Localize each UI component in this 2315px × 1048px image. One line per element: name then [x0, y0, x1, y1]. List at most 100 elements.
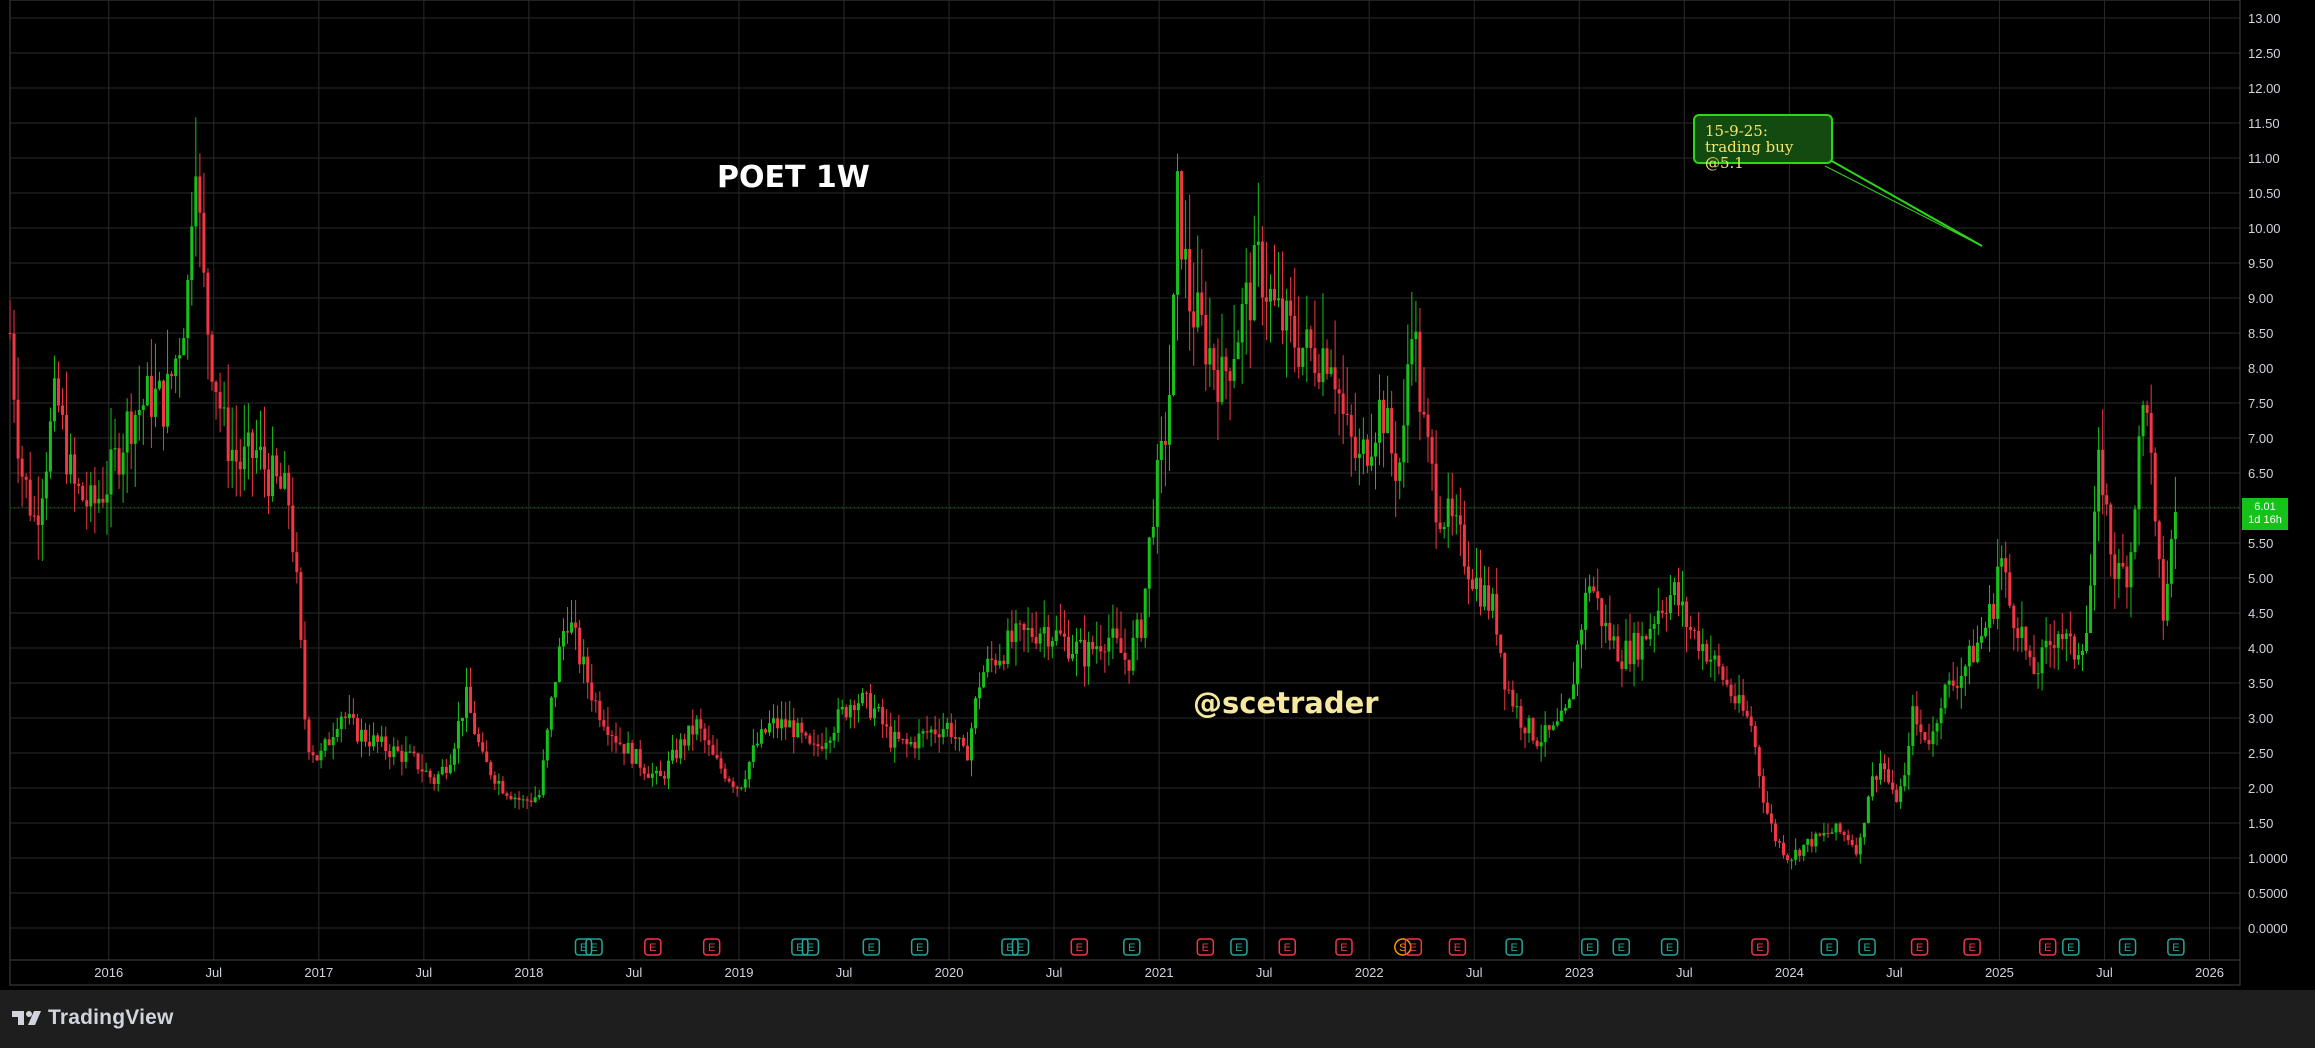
candle-body — [1975, 642, 1979, 663]
candle-body — [691, 725, 695, 735]
candle-body — [1184, 248, 1188, 260]
candle-body — [307, 719, 311, 753]
candle-body — [1685, 601, 1689, 628]
candle-body — [2060, 634, 2064, 639]
event-marker-earnings — [910, 938, 929, 956]
candle-body — [723, 768, 727, 779]
y-tick-label: 5.00 — [2248, 571, 2273, 586]
candle-body — [113, 448, 117, 450]
candle-body — [707, 740, 711, 745]
candle-body — [1458, 515, 1462, 525]
candle-body — [331, 736, 335, 746]
candle-body — [1357, 453, 1361, 458]
candle-body — [24, 476, 28, 480]
candle-body — [2080, 650, 2084, 656]
candle-body — [1656, 610, 1660, 625]
candle-body — [497, 781, 501, 784]
candle-body — [1777, 841, 1781, 843]
event-marker-label: E — [1826, 942, 1833, 954]
candle-body — [2048, 640, 2052, 646]
candle-body — [2068, 633, 2072, 637]
candle-body — [796, 722, 800, 738]
y-tick-label: 5.50 — [2248, 536, 2273, 551]
candle-body — [1345, 413, 1349, 415]
candle-body — [1600, 598, 1604, 627]
candle-body — [1026, 627, 1030, 630]
candle-body — [2113, 554, 2117, 579]
candle-body — [2105, 495, 2109, 505]
x-tick-label: 2018 — [514, 965, 543, 980]
candle-body — [162, 380, 166, 427]
candle-body — [2000, 558, 2004, 567]
event-marker-label: E — [1076, 942, 1083, 954]
candle-body — [1176, 171, 1180, 295]
candle-body — [335, 728, 339, 737]
candle-body — [61, 405, 65, 415]
candle-body — [1030, 627, 1034, 638]
candle-body — [2064, 633, 2068, 639]
candle-body — [359, 729, 363, 742]
candle-body — [1466, 566, 1470, 580]
candle-body — [20, 458, 24, 477]
candle-body — [1123, 652, 1127, 660]
candle-body — [602, 720, 606, 727]
event-marker-earnings — [1858, 938, 1876, 956]
candle-body — [1143, 588, 1147, 638]
candle-body — [586, 656, 590, 683]
candle-body — [1846, 834, 1850, 841]
candle-body — [105, 494, 109, 503]
candle-body — [1038, 633, 1042, 644]
tradingview-logo[interactable]: TradingView — [12, 1006, 174, 1030]
event-marker-label: E — [1510, 942, 1517, 954]
candle-body — [743, 779, 747, 788]
candle-body — [1058, 630, 1062, 634]
event-marker-label: E — [807, 942, 814, 954]
candle-body — [1293, 315, 1297, 348]
candle-body — [2141, 405, 2145, 437]
x-tick-label: Jul — [2096, 965, 2113, 980]
candle-body — [420, 769, 424, 772]
event-marker-label: S — [1399, 942, 1406, 954]
candle-body — [2137, 436, 2141, 510]
x-tick-label: Jul — [1676, 965, 1693, 980]
candle-body — [396, 746, 400, 751]
candle-body — [1256, 241, 1260, 246]
candlestick-chart[interactable]: 13.00 12.50 12.00 11.50 11.00 10.50 10.00 9.50 9… — [0, 0, 2315, 1000]
candle-body — [234, 449, 238, 462]
candle-body — [1806, 839, 1810, 845]
candle-body — [784, 719, 788, 728]
candle-body — [73, 454, 77, 484]
event-marker-split — [1394, 938, 1412, 956]
event-marker-label: E — [1284, 942, 1291, 954]
candle-body — [1442, 526, 1446, 530]
y-tick-label: 9.50 — [2248, 256, 2273, 271]
candle-body — [1321, 348, 1325, 383]
candle-body — [222, 407, 226, 409]
candle-body — [1127, 659, 1131, 671]
candle-body — [1765, 802, 1769, 814]
candle-body — [1640, 636, 1644, 660]
candle-body — [1697, 630, 1701, 651]
candle-body — [1858, 837, 1862, 855]
chart-area[interactable]: 13.00 12.50 12.00 11.50 11.00 10.50 10.00 9.50 9… — [0, 0, 2315, 1000]
candle-body — [1236, 342, 1240, 359]
annotation-callout[interactable]: 15-9-25: trading buy @5.1 — [1693, 114, 1833, 171]
candle-body — [925, 731, 929, 733]
x-tick-label: 2017 — [304, 965, 333, 980]
candle-body — [618, 742, 622, 745]
candle-body — [1410, 339, 1414, 365]
candle-body — [1620, 661, 1624, 669]
last-price-value: 6.01 — [2254, 501, 2276, 513]
candle-body — [590, 682, 594, 701]
candle-body — [1208, 348, 1212, 365]
event-marker-earnings — [644, 938, 662, 956]
event-marker-earnings — [1001, 938, 1019, 956]
candle-body — [299, 572, 303, 640]
candle-body — [832, 732, 836, 741]
candle-body — [675, 749, 679, 759]
candle-body — [1491, 593, 1495, 611]
candle-body — [1446, 498, 1450, 527]
candle-body — [1971, 645, 1975, 663]
event-marker-earnings — [1612, 938, 1631, 956]
candle-body — [662, 776, 666, 779]
